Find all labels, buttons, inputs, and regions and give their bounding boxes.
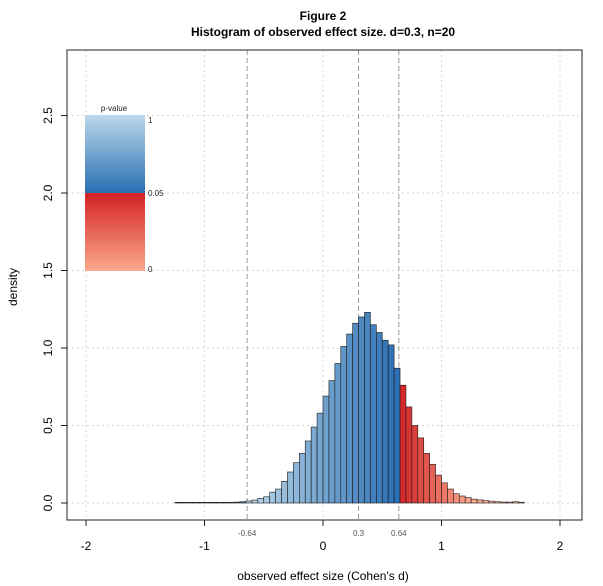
histogram-bar — [518, 501, 525, 504]
x-tick-label: 1 — [438, 539, 445, 553]
histogram-bar — [458, 495, 466, 504]
legend-label-bottom: 0 — [148, 265, 153, 274]
reference-lines: -0.64 0.3 0.64 — [238, 50, 407, 538]
histogram-bar — [405, 406, 413, 504]
figure-title: Figure 2 — [300, 9, 347, 23]
histogram-bar — [370, 324, 377, 504]
chart-title: Histogram of observed effect size. d=0.3… — [191, 25, 455, 39]
histogram-bar — [281, 480, 288, 504]
y-tick-label: 2.5 — [41, 107, 55, 124]
y-tick-label: 1.5 — [41, 262, 55, 279]
histogram-bar — [227, 502, 235, 504]
legend-title: p-value — [101, 104, 128, 113]
p-value-legend: p-value 1 0.05 0 — [85, 104, 164, 274]
histogram-bar — [381, 339, 389, 504]
x-axis-label: observed effect size (Cohen's d) — [237, 569, 409, 583]
histogram-bar — [304, 440, 312, 504]
reference-line-label: 0.64 — [391, 529, 407, 538]
histogram-bar — [334, 363, 342, 504]
histogram-bar — [192, 502, 199, 504]
histogram-bar — [174, 502, 182, 504]
histogram-bar — [423, 453, 430, 504]
histogram-bar — [376, 332, 383, 504]
histogram-bar — [346, 333, 353, 504]
histogram-bar — [239, 501, 247, 504]
y-tick-label: 2.0 — [41, 184, 55, 201]
histogram-bar — [393, 367, 401, 504]
histogram-bar — [387, 344, 395, 504]
reference-line-label: -0.64 — [238, 529, 257, 538]
x-tick-label: 0 — [320, 539, 327, 553]
y-tick-label: 1.0 — [41, 339, 55, 356]
histogram-bar — [198, 502, 205, 504]
histogram-bar — [263, 496, 270, 504]
histogram-bar — [269, 491, 276, 504]
histogram-bar — [328, 380, 336, 504]
histogram-bar — [435, 474, 442, 504]
histogram-bar — [275, 488, 282, 504]
x-axis: -2 -1 0 1 2 — [81, 519, 564, 553]
legend-label-middle: 0.05 — [148, 189, 164, 198]
histogram-bar — [293, 462, 300, 504]
x-tick-label: 2 — [557, 539, 564, 553]
histogram-bar — [245, 500, 253, 504]
histogram-bar — [470, 498, 478, 504]
histogram-bar — [210, 502, 217, 504]
histogram-bar — [257, 498, 265, 504]
histogram-bar — [411, 425, 419, 504]
histogram-bar — [494, 501, 502, 504]
y-axis-label: density — [6, 268, 20, 306]
histogram-bar — [340, 346, 347, 504]
histogram-bar — [322, 395, 330, 504]
histogram-bar — [204, 502, 211, 504]
histogram-bar — [287, 471, 294, 504]
histogram-bar — [476, 499, 484, 504]
histogram-bar — [447, 488, 454, 504]
histogram-bar — [358, 316, 365, 504]
x-tick-label: -2 — [81, 539, 92, 553]
histogram-bars — [174, 312, 525, 504]
histogram-bar — [500, 501, 507, 504]
histogram-bar — [506, 501, 513, 504]
histogram-bar — [316, 412, 324, 504]
legend-nonsignificant-gradient — [85, 115, 145, 193]
legend-significant-gradient — [85, 193, 145, 271]
histogram-bar — [186, 502, 193, 504]
histogram-bar — [512, 501, 519, 504]
histogram-bar — [417, 437, 425, 504]
histogram-bar — [352, 322, 359, 504]
histogram-bar — [298, 453, 306, 504]
histogram-bar — [464, 497, 472, 504]
legend-label-top: 1 — [148, 116, 153, 125]
histogram-bar — [482, 500, 490, 504]
histogram-bar — [364, 312, 371, 504]
histogram-bar — [310, 426, 318, 504]
y-tick-label: 0.0 — [41, 494, 55, 511]
histogram-bar — [233, 501, 241, 504]
y-tick-label: 0.5 — [41, 417, 55, 434]
histogram-bar — [488, 500, 496, 504]
grid-lines — [67, 50, 582, 520]
y-axis: 0.0 0.5 1.0 1.5 2.0 2.5 — [41, 107, 68, 511]
histogram-bar — [441, 482, 448, 504]
histogram-bar — [251, 499, 259, 504]
histogram-bar — [216, 502, 223, 504]
reference-line-label: 0.3 — [353, 529, 365, 538]
histogram-bar — [399, 384, 407, 504]
histogram-bar — [180, 502, 188, 504]
x-tick-label: -1 — [199, 539, 210, 553]
histogram-bar — [221, 502, 229, 504]
histogram-bar — [429, 463, 436, 504]
histogram-bar — [453, 493, 460, 504]
